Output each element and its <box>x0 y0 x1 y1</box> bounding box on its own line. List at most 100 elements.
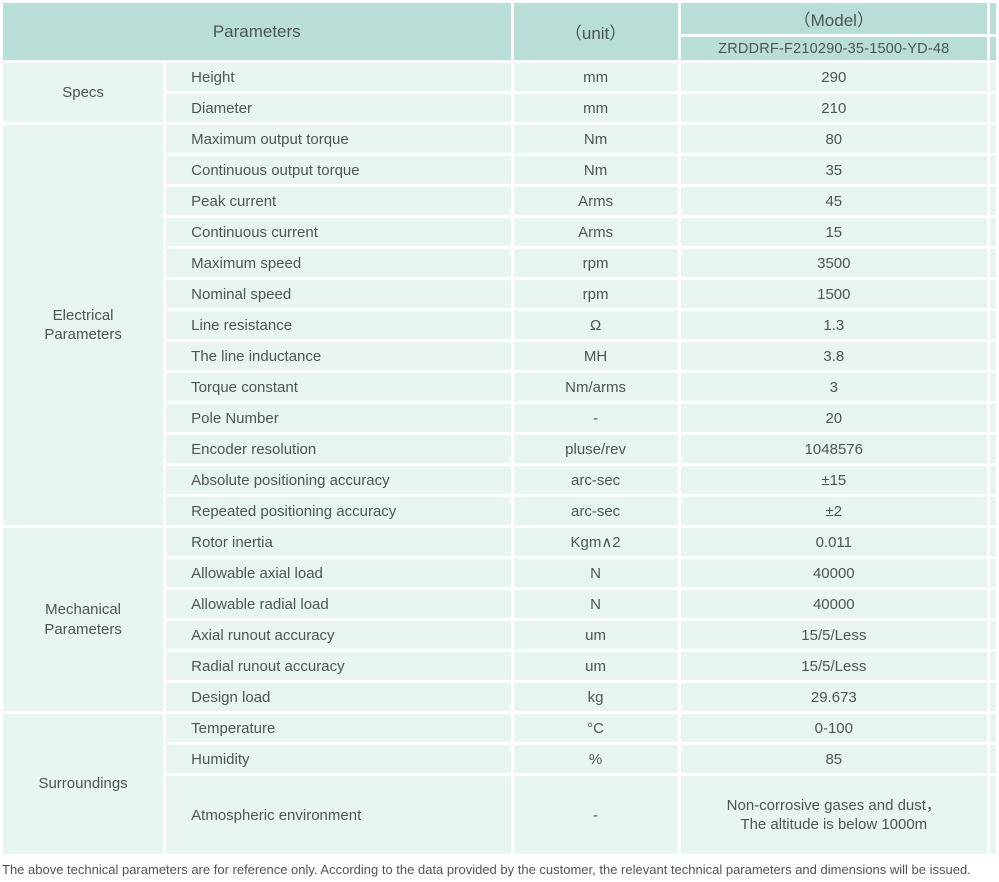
edge-strip <box>989 37 996 60</box>
table-row: Diameter mm 210 <box>3 94 996 122</box>
param-unit: °C <box>513 714 678 742</box>
group-cell-surroundings: Surroundings <box>3 714 164 854</box>
edge-strip <box>989 156 996 184</box>
param-unit: Nm/arms <box>513 373 678 401</box>
table-row: Allowable axial load N 40000 <box>3 559 996 587</box>
edge-strip <box>989 621 996 649</box>
edge-strip <box>989 466 996 494</box>
edge-strip <box>989 435 996 463</box>
param-name: Rotor inertia <box>166 528 511 556</box>
edge-strip <box>989 218 996 246</box>
param-value: 210 <box>680 94 987 122</box>
edge-strip <box>989 63 996 91</box>
param-value: ±15 <box>680 466 987 494</box>
table-row: Mechanical Parameters Rotor inertia Kgm∧2 0… <box>3 528 996 711</box>
table-row: Humidity% 85 <box>3 745 996 773</box>
table-row: Axial runout accuracy um 15/5/Less <box>3 621 996 649</box>
edge-strip <box>989 652 996 680</box>
param-value: 20 <box>680 404 987 432</box>
group-label: Electrical Parameters <box>44 306 122 344</box>
header-row-2: ZRDDRF-F210290-35-1500-YD-48 <box>3 37 996 60</box>
edge-strip <box>989 125 996 153</box>
edge-strip <box>989 590 996 618</box>
edge-strip <box>989 683 996 711</box>
param-unit: arc-sec <box>513 466 678 494</box>
param-unit: % <box>513 745 678 773</box>
param-name: Torque constant <box>166 373 511 401</box>
edge-strip <box>989 745 996 773</box>
param-name: Axial runout accuracy <box>166 621 511 649</box>
param-unit: mm <box>513 63 678 91</box>
table-row: Surroundings Temperature °C 0-100 <box>3 714 996 854</box>
edge-strip <box>989 373 996 401</box>
table-row: Specs Height mm 290 <box>3 63 996 122</box>
table-row: Atmospheric environment - Non-corrosive ga… <box>3 776 996 854</box>
edge-strip <box>989 94 996 122</box>
param-value: Non-corrosive gases and dust， The altitud… <box>680 776 987 854</box>
param-value: 1500 <box>680 280 987 308</box>
param-unit: arc-sec <box>513 497 678 525</box>
edge-strip <box>989 528 996 556</box>
param-unit: - <box>513 776 678 854</box>
table-row: The line inductance MH 3.8 <box>3 342 996 370</box>
param-value: 45 <box>680 187 987 215</box>
param-unit: MH <box>513 342 678 370</box>
param-value: 15 <box>680 218 987 246</box>
header-unit: （unit） <box>513 3 678 60</box>
param-name: Continuous output torque <box>166 156 511 184</box>
param-value: 3500 <box>680 249 987 277</box>
param-name: Peak current <box>166 187 511 215</box>
edge-strip <box>989 280 996 308</box>
header-model: （Model） <box>680 3 987 34</box>
footer-note: The above technical parameters are for r… <box>2 862 971 877</box>
param-unit: Nm <box>513 156 678 184</box>
param-name: Absolute positioning accuracy <box>166 466 511 494</box>
param-name: Humidity <box>166 745 511 773</box>
param-name: Height <box>166 63 511 91</box>
param-name: Continuous current <box>166 218 511 246</box>
param-name: Atmospheric environment <box>166 776 511 854</box>
param-unit: pluse/rev <box>513 435 678 463</box>
param-unit: rpm <box>513 249 678 277</box>
param-name: Allowable axial load <box>166 559 511 587</box>
param-name: Temperature <box>166 714 511 742</box>
param-name: The line inductance <box>166 342 511 370</box>
param-value-line: The altitude is below 1000m <box>740 816 928 833</box>
param-value: 35 <box>680 156 987 184</box>
edge-strip <box>989 776 996 854</box>
param-unit: rpm <box>513 280 678 308</box>
param-unit: Nm <box>513 125 678 153</box>
param-name: Line resistance <box>166 311 511 339</box>
edge-strip <box>989 249 996 277</box>
param-name: Maximum output torque <box>166 125 511 153</box>
param-name: Maximum speed <box>166 249 511 277</box>
param-name: Diameter <box>166 94 511 122</box>
edge-strip <box>989 559 996 587</box>
spec-table-body: Specs Height mm 290 Diameter mm 210 Electrical … <box>3 63 996 854</box>
edge-strip <box>989 714 996 742</box>
param-unit: - <box>513 404 678 432</box>
spec-table: Parameters （unit） （Model） ZRDDRF-F210290… <box>3 3 996 854</box>
group-cell-electrical-parameters: Electrical Parameters <box>3 125 164 525</box>
header-model-value: ZRDDRF-F210290-35-1500-YD-48 <box>680 37 987 60</box>
table-row: Allowable radial load N 40000 <box>3 590 996 618</box>
table-row: Repeated positioning accuracy arc-sec ±2 <box>3 497 996 525</box>
edge-strip <box>989 404 996 432</box>
header-row-1: Parameters （unit） （Model） <box>3 3 996 60</box>
table-row: Radial runout accuracy um 15/5/Less <box>3 652 996 680</box>
param-value: 40000 <box>680 559 987 587</box>
param-value: ±2 <box>680 497 987 525</box>
param-unit: Arms <box>513 218 678 246</box>
table-row: Peak current Arms 45 <box>3 187 996 215</box>
param-value: 1.3 <box>680 311 987 339</box>
table-row: Continuous output torque Nm 35 <box>3 156 996 184</box>
param-unit: Kgm∧2 <box>513 528 678 556</box>
edge-strip <box>989 497 996 525</box>
table-row: Electrical Parameters Maximum output torq… <box>3 125 996 525</box>
param-value-line: Non-corrosive gases and dust， <box>726 797 941 814</box>
table-row: Absolute positioning accuracy arc-sec ±15 <box>3 466 996 494</box>
spec-table-header: Parameters （unit） （Model） ZRDDRF-F210290… <box>3 3 996 60</box>
table-row: Torque constant Nm/arms 3 <box>3 373 996 401</box>
group-cell-mechanical-parameters: Mechanical Parameters <box>3 528 164 711</box>
table-row: Pole Number -20 <box>3 404 996 432</box>
